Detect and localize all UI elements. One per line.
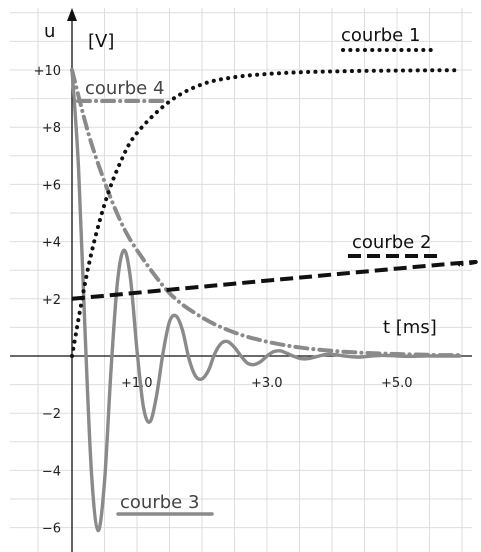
legend-label-courbe-1: courbe 1 xyxy=(341,25,420,46)
y-tick-label: +2 xyxy=(42,293,61,308)
y-tick-label: +4 xyxy=(42,236,61,251)
series-line-courbe-3 xyxy=(70,68,462,533)
y-axis-label: u xyxy=(44,21,55,42)
x-tick-label: +1.0 xyxy=(121,376,153,391)
y-axis-arrow xyxy=(67,8,77,21)
y-tick-label: +8 xyxy=(42,121,61,136)
y-axis-unit: [V] xyxy=(88,31,114,52)
y-tick-label: −6 xyxy=(42,522,61,537)
legend-label-courbe-2: courbe 2 xyxy=(352,232,431,253)
series-line-courbe-2 xyxy=(71,259,478,301)
tick-labels: +1.0 +3.0 +5.0 +10 +8 +6 +4 +2 −2 −4 −6 xyxy=(34,64,413,537)
series-line-courbe-4 xyxy=(70,68,462,358)
x-axis-label: t [ms] xyxy=(383,317,437,338)
x-tick-label: +5.0 xyxy=(381,376,413,391)
legend-label-courbe-3: courbe 3 xyxy=(120,492,199,513)
y-tick-label: −4 xyxy=(42,464,61,479)
grid xyxy=(10,8,472,552)
y-tick-label: +6 xyxy=(42,178,61,193)
series-line-courbe-1 xyxy=(70,68,462,358)
series-group xyxy=(70,68,478,533)
x-tick-label: +3.0 xyxy=(251,376,283,391)
legend-label-courbe-4: courbe 4 xyxy=(85,78,164,99)
y-tick-label: +10 xyxy=(34,64,61,79)
legend: courbe 1 courbe 2 courbe 3 courbe 4 xyxy=(76,25,440,516)
y-tick-label: −2 xyxy=(42,407,61,422)
